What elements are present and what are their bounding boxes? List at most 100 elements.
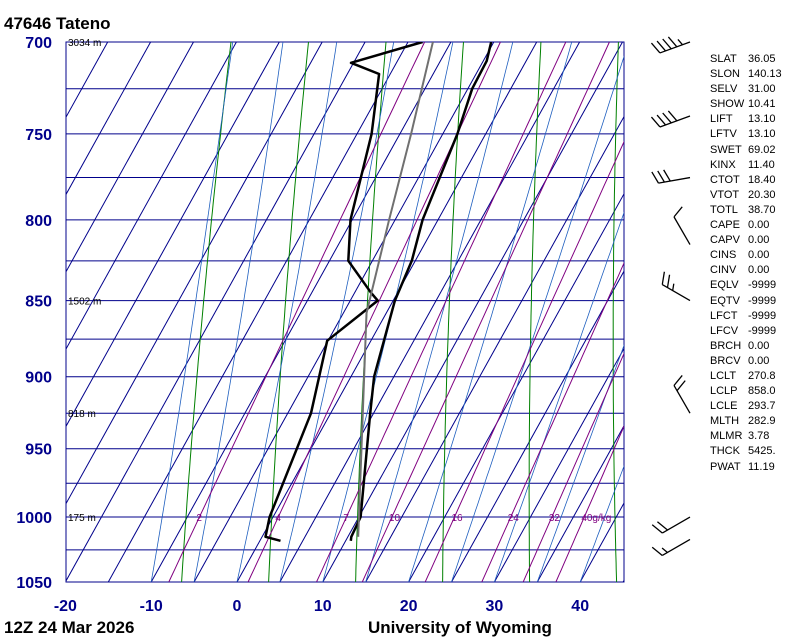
dry-adiabat-line [268,42,309,582]
wind-barb-feather [656,40,667,52]
index-name: LFCV [710,324,739,337]
index-row: LCLP 858.0 [710,384,800,399]
wind-barb-feather [676,380,686,392]
pressure-tick-label: 900 [25,370,52,387]
index-value: 3.78 [748,430,770,443]
index-row: EQTV -9999 [710,294,800,309]
index-row: CINS 0.00 [710,248,800,263]
isotherm-line [66,42,323,505]
isotherm-line [107,42,409,582]
mixing-ratio-label: 24 [508,513,520,524]
wind-barb-half-feather [677,39,683,46]
index-value: 0.00 [748,234,770,247]
mixing-ratio-line [424,140,624,582]
mixing-ratio-label: 10 [389,513,401,524]
index-value: -9999 [748,324,777,337]
sounding-layer [264,42,493,543]
pressure-tick-label: 950 [25,442,52,459]
wind-barb [650,36,691,54]
index-name: LIFT [710,113,733,126]
index-value: 0.00 [748,354,770,367]
index-row: LFTV 13.10 [710,127,800,142]
index-name: LCLE [710,400,738,413]
wind-barb [673,374,691,414]
moist-adiabat-line [536,344,624,582]
wind-barb-feather [673,374,683,386]
index-row: MLTH 282.9 [710,414,800,429]
grid-layer [66,42,624,582]
index-row: LFCV -9999 [710,324,800,339]
isotherm-line [236,42,538,582]
isotherm-line [66,42,194,273]
index-name: THCK [710,445,740,458]
index-row: SELV 31.00 [710,82,800,97]
isotherm-line [66,42,366,582]
index-row: TOTL 38.70 [710,203,800,218]
temperature-tick-label: -10 [140,598,163,615]
mixing-ratio-label: 7 [343,513,349,524]
index-value: 20.30 [748,188,776,201]
isotherm-line [536,424,624,582]
height-label: 1502 m [68,297,101,308]
index-value: -9999 [748,309,777,322]
index-value: 0.00 [748,339,770,352]
index-value: 11.40 [748,158,775,171]
temperature-tick-label: 10 [314,598,332,615]
chart-labels: 2 4 7 10 16 24 32 40g/kg70075080085090095010001… [16,35,611,615]
mixing-ratio-label: 32 [549,513,561,524]
temperature-tick-label: 30 [486,598,504,615]
wind-barb-staff [661,284,691,302]
wind-barb-feather [661,271,666,285]
index-name: VTOT [710,188,740,201]
wind-barb [651,538,691,557]
dry-adiabat-line [612,42,619,582]
index-value: 270.8 [748,369,776,382]
index-name: CINS [710,249,737,262]
temperature-tick-label: 0 [233,598,242,615]
index-name: KINX [710,158,736,171]
stability-indices-panel: SLAT 36.05 SLON 140.13 SELV 31.00 SHOW 10.41 LIF… [710,52,800,475]
index-row: BRCV 0.00 [710,354,800,369]
wind-barb-staff [673,216,691,245]
wind-barb-staff [661,516,691,534]
index-name: SELV [710,83,738,96]
data-source: University of Wyoming [368,618,552,637]
mixing-ratio-label: 2 [196,513,202,524]
index-value: 13.10 [748,113,776,126]
wind-barb-feather [667,36,678,48]
index-value: -9999 [748,279,777,292]
isotherm-line [493,347,624,582]
isotherm-line [279,42,581,582]
moist-adiabat-line [494,211,624,582]
wind-barb-feather [666,274,671,288]
index-name: CAPV [710,234,740,247]
index-row: LFCT -9999 [710,309,800,324]
wind-barb-feather [651,546,663,556]
moist-adiabat-line [451,55,624,582]
index-value: 38.70 [748,203,776,216]
temperature-tick-label: 40 [571,598,589,615]
parcel-line [357,42,434,537]
moist-adiabat-line [408,42,573,582]
index-value: 0.00 [748,264,770,277]
height-label: 3034 m [68,38,101,49]
isotherm-line [408,192,624,582]
index-value: 282.9 [748,415,776,428]
index-row: SLAT 36.05 [710,52,800,67]
index-name: CINV [710,264,737,277]
index-name: EQTV [710,294,740,307]
moist-adiabat-line [193,42,284,582]
isotherm-line [150,42,452,582]
index-value: 858.0 [748,385,776,398]
observation-date: 12Z 24 Mar 2026 [4,618,135,637]
index-name: TOTL [710,203,738,216]
wind-barb [651,516,691,534]
mixing-ratio-label: 40g/kg [581,513,611,524]
dry-adiabat-line [528,42,542,582]
station-title: 47646 Tateno [4,14,111,33]
isotherm-line [66,42,152,196]
index-value: 10.41 [748,98,776,111]
height-label: 818 m [68,409,96,420]
index-row: SWET 69.02 [710,143,800,158]
